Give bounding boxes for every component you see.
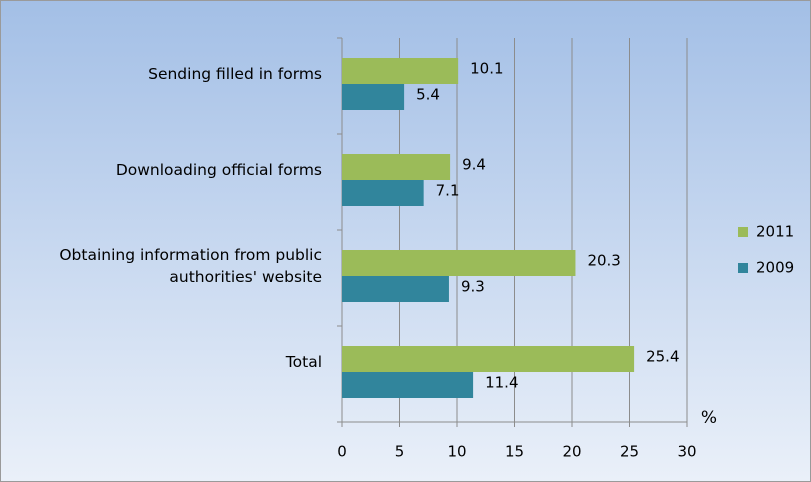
value-label: 9.4 xyxy=(462,156,486,174)
y-tick-label: Obtaining information from public author… xyxy=(59,246,322,286)
y-tick-label: Sending filled in forms xyxy=(148,65,322,83)
x-tick-label: 15 xyxy=(505,443,524,461)
bar xyxy=(342,372,474,398)
bar xyxy=(342,180,424,206)
value-label: 5.4 xyxy=(416,86,440,104)
x-tick-label: 20 xyxy=(562,443,581,461)
legend-swatch xyxy=(738,263,748,273)
x-axis-label: % xyxy=(701,408,717,428)
value-label: 9.3 xyxy=(461,278,485,296)
bar xyxy=(342,276,449,302)
bar xyxy=(342,250,576,276)
legend-swatch xyxy=(738,227,748,237)
y-tick-label: Total xyxy=(285,353,322,371)
legend-label: 2009 xyxy=(756,259,794,277)
value-label: 11.4 xyxy=(485,374,518,392)
value-label: 10.1 xyxy=(470,60,503,78)
value-label: 7.1 xyxy=(436,182,460,200)
y-tick-label: Downloading official forms xyxy=(115,161,322,179)
legend-label: 2011 xyxy=(756,223,794,241)
x-tick-label: 10 xyxy=(447,443,466,461)
x-tick-label: 5 xyxy=(395,443,405,461)
bar xyxy=(342,346,635,372)
value-label: 25.4 xyxy=(646,348,679,366)
x-tick-label: 25 xyxy=(620,443,639,461)
bar xyxy=(342,154,451,180)
bar xyxy=(342,58,459,84)
x-tick-label: 0 xyxy=(337,443,347,461)
bar xyxy=(342,84,405,110)
x-tick-label: 30 xyxy=(677,443,696,461)
value-label: 20.3 xyxy=(587,252,620,270)
